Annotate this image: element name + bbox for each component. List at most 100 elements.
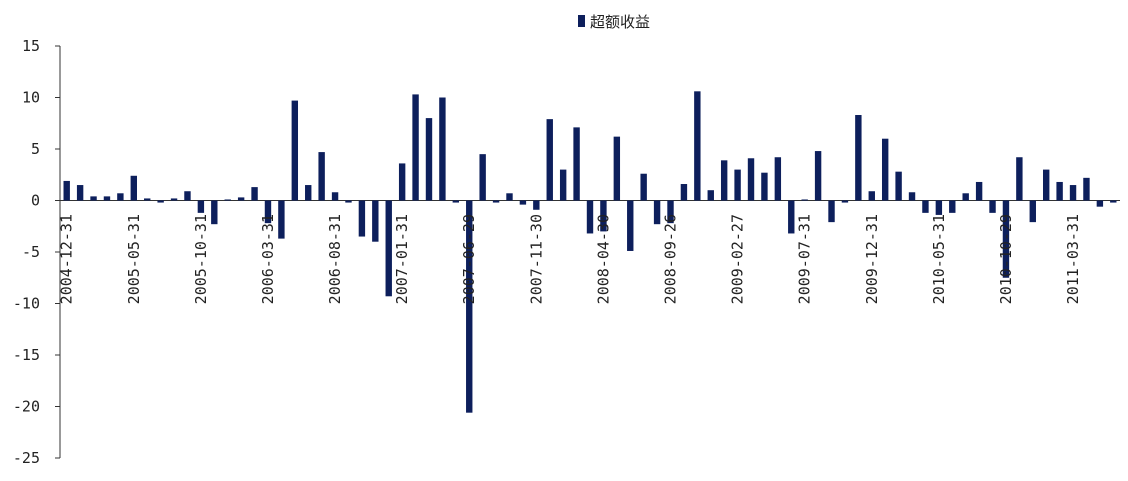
bar xyxy=(667,200,674,224)
bar xyxy=(425,118,433,201)
bar xyxy=(908,192,916,201)
bar xyxy=(546,119,553,201)
bar xyxy=(211,200,218,225)
bar xyxy=(935,200,943,215)
bar xyxy=(90,196,97,201)
bar xyxy=(519,200,527,205)
bar xyxy=(627,200,634,251)
x-tick-label: 2009-02-27 xyxy=(729,214,747,304)
x-tick-label: 2007-11-30 xyxy=(527,214,545,304)
x-tick-label: 2004-12-31 xyxy=(58,214,76,304)
y-tick-label: 15 xyxy=(22,37,40,55)
x-tick-label: 2005-05-31 xyxy=(125,214,143,304)
bar xyxy=(224,199,231,201)
bar xyxy=(881,138,889,201)
x-tick-label: 2009-12-31 xyxy=(863,214,881,304)
x-tick-label: 2007-01-31 xyxy=(393,214,411,304)
bar xyxy=(144,198,151,201)
bar xyxy=(466,200,473,413)
bar xyxy=(412,94,419,201)
bar xyxy=(774,157,782,201)
bar xyxy=(761,172,768,201)
bar xyxy=(600,200,607,232)
bar xyxy=(814,151,822,201)
bar xyxy=(237,197,245,201)
y-tick-label: -10 xyxy=(13,295,40,313)
bar xyxy=(949,200,956,213)
y-tick-label: -15 xyxy=(13,346,40,364)
bar xyxy=(117,193,124,201)
y-tick-label: -20 xyxy=(13,398,40,416)
bar xyxy=(680,184,688,201)
y-tick-label: 0 xyxy=(31,192,40,210)
bar xyxy=(184,191,191,201)
bar xyxy=(801,199,808,201)
bar xyxy=(63,180,70,201)
legend-swatch xyxy=(578,15,585,27)
bar xyxy=(264,200,272,224)
bar xyxy=(573,127,580,201)
bar xyxy=(157,200,164,203)
x-tick-label: 2007-06-29 xyxy=(460,214,478,304)
bar xyxy=(452,200,460,203)
bar xyxy=(385,200,392,297)
bar xyxy=(479,154,486,201)
bar xyxy=(506,193,513,201)
x-tick-label: 2010-10-29 xyxy=(997,214,1015,304)
bar xyxy=(170,198,178,201)
bar xyxy=(975,181,983,201)
bar xyxy=(197,200,205,213)
bar xyxy=(492,200,500,203)
bar xyxy=(358,200,366,237)
bar xyxy=(640,173,647,201)
bar xyxy=(103,196,111,201)
bar xyxy=(318,152,325,201)
bar xyxy=(1016,157,1023,201)
bar xyxy=(895,171,902,201)
bar xyxy=(855,115,862,201)
bar xyxy=(1110,200,1117,203)
bar xyxy=(130,175,137,201)
bar xyxy=(922,200,929,213)
y-tick-label: 5 xyxy=(31,140,40,158)
x-tick-label: 2010-05-31 xyxy=(930,214,948,304)
bar xyxy=(707,190,714,201)
bar xyxy=(989,200,996,213)
x-tick-label: 2008-04-30 xyxy=(594,214,612,304)
bar xyxy=(291,100,299,201)
y-tick-label: -5 xyxy=(22,243,40,261)
bar xyxy=(559,169,567,201)
bar xyxy=(372,200,379,242)
bar xyxy=(747,158,755,201)
x-tick-label: 2006-08-31 xyxy=(326,214,344,304)
bar xyxy=(278,200,285,239)
bar xyxy=(439,97,446,201)
x-tick-label: 2011-03-31 xyxy=(1064,214,1082,304)
bar xyxy=(345,200,352,203)
bar xyxy=(734,169,741,201)
bar xyxy=(76,185,84,201)
bar xyxy=(533,200,540,210)
bar xyxy=(613,136,621,201)
bar xyxy=(962,193,969,201)
x-tick-label: 2008-09-26 xyxy=(662,214,680,304)
bar xyxy=(720,160,728,201)
bar xyxy=(586,200,594,234)
bar xyxy=(1029,200,1036,223)
bar xyxy=(828,200,835,223)
bar xyxy=(788,200,795,234)
bar xyxy=(1002,200,1010,278)
bar xyxy=(1069,185,1077,201)
x-tick-label: 2009-07-31 xyxy=(796,214,814,304)
y-tick-label: 10 xyxy=(22,89,40,107)
legend-label: 超额收益 xyxy=(590,13,650,31)
bar xyxy=(251,187,258,201)
bar xyxy=(694,91,701,201)
bar xyxy=(1083,177,1090,201)
x-tick-label: 2005-10-31 xyxy=(192,214,210,304)
bar xyxy=(331,192,339,201)
bar xyxy=(653,200,661,225)
bar xyxy=(1096,200,1104,207)
bar xyxy=(1043,169,1050,201)
